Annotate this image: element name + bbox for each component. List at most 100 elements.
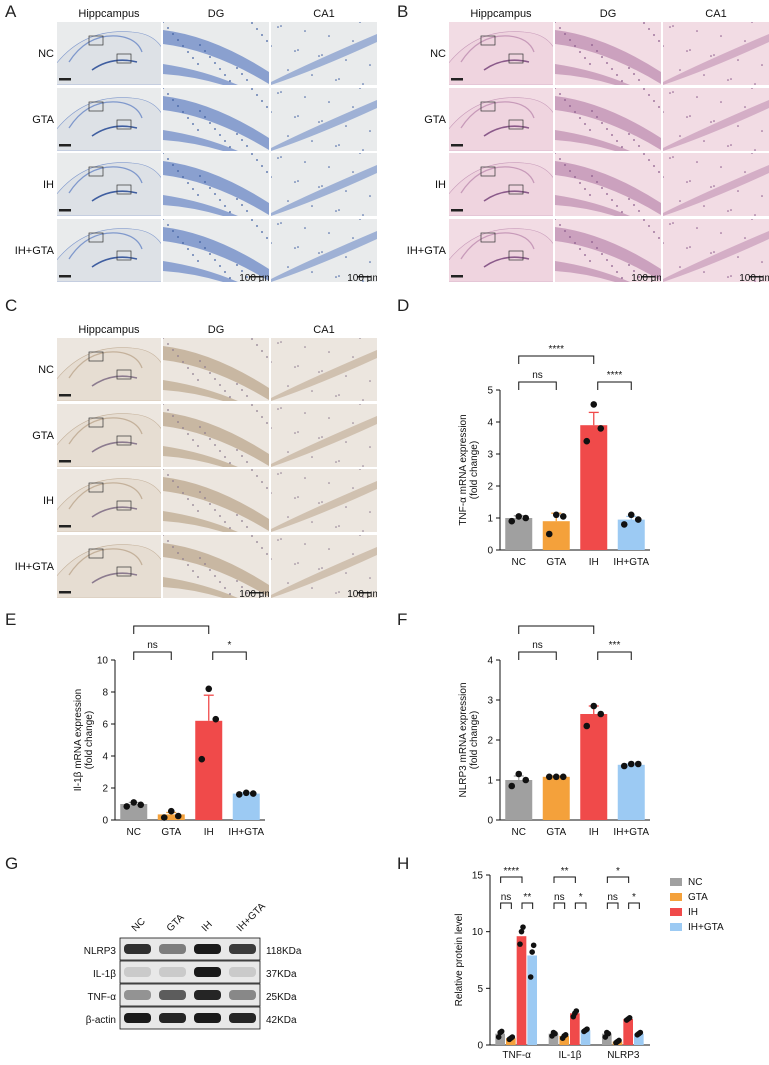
- x-tick-label: TNF-α: [502, 1050, 531, 1060]
- hippocampus-tile: [57, 404, 161, 467]
- protein-band: [159, 967, 186, 977]
- western-blot-image: NC GTA IH IH+GTA NLRP3 118KDa IL-1β 37KDa TNF-α 2…: [84, 901, 302, 1030]
- blot-strip: [119, 1006, 261, 1030]
- x-tick-label: IL-1β: [559, 1050, 582, 1060]
- blot-strip: [119, 983, 261, 1007]
- data-point: [174, 812, 182, 820]
- y-tick-label: 2: [487, 736, 493, 747]
- hippocampus-tile: [57, 22, 161, 85]
- scale-label: 100 μm: [739, 273, 769, 282]
- ca1-tile: [271, 469, 377, 532]
- y-tick-label: 3: [487, 696, 493, 707]
- protein-band: [159, 1013, 186, 1023]
- row-label: IH+GTA: [14, 245, 54, 257]
- protein-band: [229, 990, 256, 1000]
- data-point: [249, 790, 257, 797]
- column-header: CA1: [313, 324, 335, 336]
- lane-label: GTA: [165, 912, 187, 934]
- data-point: [583, 722, 591, 730]
- significance-label: ns: [501, 892, 512, 903]
- y-tick-label: 5: [487, 386, 493, 397]
- column-header: CA1: [705, 8, 727, 20]
- protein-band: [229, 967, 256, 977]
- data-point: [160, 814, 168, 821]
- protein-band: [124, 944, 151, 954]
- panel-label-e: E: [5, 610, 17, 629]
- histology-panel-a: Hippcampus DG CA1 NC GTA IH IH+GTA 100 μm 100 μm: [0, 0, 385, 290]
- significance-bracket: [521, 902, 534, 909]
- data-point: [205, 685, 213, 693]
- significance-label: **: [523, 892, 531, 903]
- data-point: [212, 715, 220, 723]
- y-tick-label: 4: [487, 656, 493, 667]
- significance-bracket: [606, 902, 619, 909]
- y-tick-label: 0: [477, 1041, 483, 1052]
- x-tick-label: IH: [589, 557, 599, 568]
- protein-name: NLRP3: [84, 946, 117, 957]
- y-tick-label: 1: [487, 514, 493, 525]
- y-axis-label: Il-1β mRNA expression: [73, 689, 84, 791]
- scale-label: 100 μm: [239, 273, 269, 282]
- row-label: IH: [43, 495, 54, 507]
- row-label: IH+GTA: [14, 561, 54, 573]
- row-label: NC: [430, 48, 446, 60]
- hippocampus-tile: [57, 153, 161, 216]
- data-point: [508, 782, 516, 790]
- dg-tile: [163, 338, 269, 401]
- y-tick-label: 4: [487, 418, 493, 429]
- ca1-tile: [271, 338, 377, 401]
- significance-bracket: [628, 902, 640, 909]
- bar: [195, 720, 223, 820]
- x-tick-label: NC: [512, 557, 526, 568]
- x-tick-label: IH+GTA: [613, 827, 649, 838]
- lane-label: IH+GTA: [235, 901, 268, 934]
- western-blot: NC GTA IH IH+GTA NLRP3 118KDa IL-1β 37KDa TNF-α 2…: [40, 860, 370, 1060]
- data-point: [545, 530, 553, 538]
- data-point: [515, 513, 523, 520]
- significance-bracket: [606, 876, 630, 883]
- data-point: [552, 773, 560, 781]
- scale-label: 100 μm: [347, 589, 377, 598]
- y-tick-label: 1: [487, 776, 493, 787]
- data-point: [626, 1015, 633, 1021]
- scale-label: 100 μm: [347, 273, 377, 282]
- data-point: [498, 1028, 505, 1035]
- data-point: [637, 1029, 644, 1036]
- panel-label-c: C: [5, 296, 18, 315]
- data-point: [198, 755, 206, 763]
- scale-bar: [59, 275, 71, 278]
- protein-name: IL-1β: [93, 969, 116, 980]
- significance-label: ***: [609, 640, 621, 651]
- y-tick-label: 8: [102, 688, 108, 699]
- scale-bar: [451, 78, 463, 81]
- protein-name: β-actin: [86, 1015, 116, 1026]
- panel-label-h: H: [397, 854, 410, 873]
- scale-bar: [59, 460, 71, 463]
- hippocampus-tile: [57, 338, 161, 401]
- legend-swatch: [670, 908, 682, 916]
- data-point: [634, 760, 642, 768]
- protein-band: [194, 944, 221, 954]
- significance-label: *: [579, 892, 583, 903]
- data-point: [522, 776, 530, 784]
- scale-bar: [249, 592, 263, 594]
- scale-label: 100 μm: [239, 589, 269, 598]
- ca1-tile: [271, 153, 377, 216]
- x-tick-label: IH+GTA: [228, 827, 264, 838]
- y-tick-label: 5: [477, 984, 483, 995]
- significance-label: ****: [607, 370, 623, 381]
- x-tick-label: NC: [127, 827, 141, 838]
- y-tick-label: 6: [102, 720, 108, 731]
- hippocampus-tile: [449, 88, 553, 151]
- panel-label-b: B: [397, 2, 409, 21]
- significance-label: ns: [554, 892, 565, 903]
- data-point: [235, 791, 243, 798]
- scale-bar: [249, 276, 263, 278]
- scale-bar: [59, 78, 71, 81]
- hippocampus-tile: [57, 469, 161, 532]
- scale-bar: [59, 144, 71, 147]
- molecular-weight: 118KDa: [266, 946, 302, 957]
- column-header: Hippcampus: [78, 8, 140, 20]
- bar: [634, 1033, 644, 1045]
- data-point: [590, 702, 598, 710]
